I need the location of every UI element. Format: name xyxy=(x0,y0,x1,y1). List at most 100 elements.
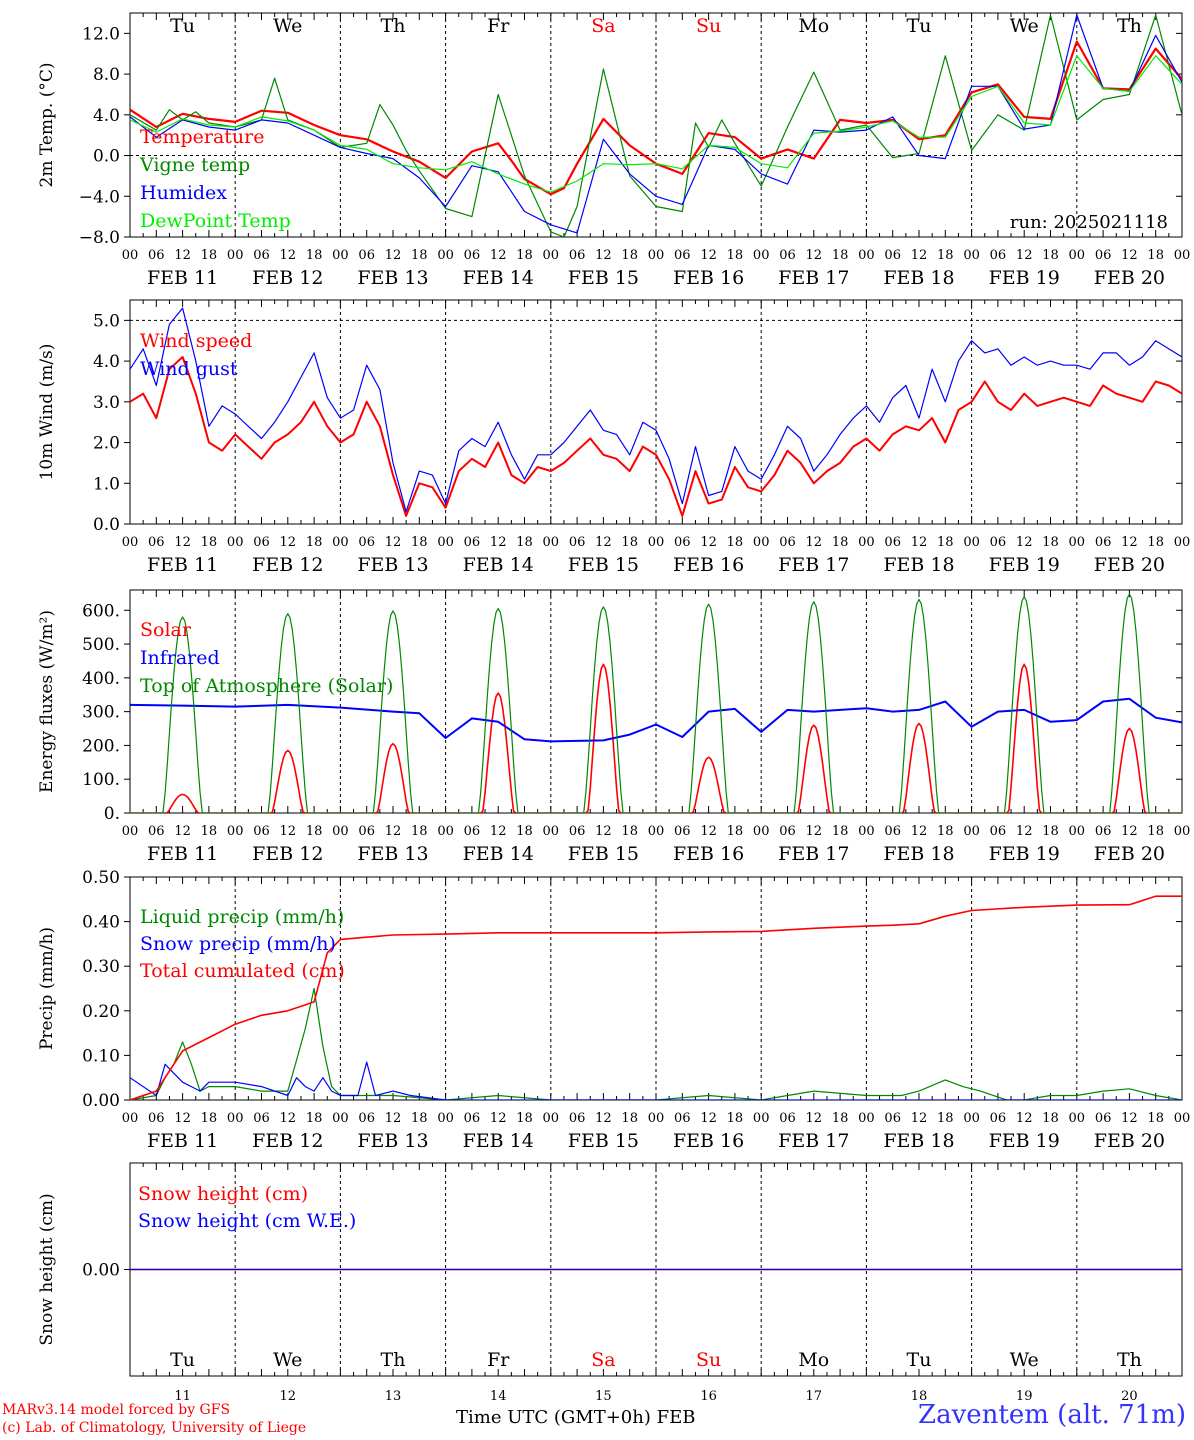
weekday-label: Sa xyxy=(591,15,615,37)
hour-label: 00 xyxy=(753,535,770,550)
date-label: FEB 13 xyxy=(357,554,428,576)
y-tick-label: 0.10 xyxy=(82,1046,120,1066)
y-tick-label: 8.0 xyxy=(93,65,120,85)
hour-label: 00 xyxy=(437,824,454,839)
hour-label: 06 xyxy=(990,248,1007,263)
date-label: FEB 17 xyxy=(778,554,849,576)
y-tick-label: 100. xyxy=(82,770,120,790)
day-number-label: 14 xyxy=(490,1389,507,1404)
hour-label: 12 xyxy=(911,824,928,839)
date-label: FEB 20 xyxy=(1094,267,1165,289)
hour-label: 00 xyxy=(1069,248,1086,263)
y-axis-label: 2m Temp. (°C) xyxy=(37,62,57,187)
hour-label: 12 xyxy=(911,535,928,550)
hour-label: 00 xyxy=(332,535,349,550)
date-label: FEB 15 xyxy=(568,1130,639,1152)
hour-label: 00 xyxy=(963,1111,980,1126)
hour-label: 12 xyxy=(385,248,402,263)
y-tick-label: 0.00 xyxy=(82,1091,120,1111)
hour-label: 12 xyxy=(911,1111,928,1126)
y-tick-label: −8.0 xyxy=(79,228,120,248)
hour-label: 06 xyxy=(779,824,796,839)
y-tick-label: 12.0 xyxy=(82,24,120,44)
date-label: FEB 14 xyxy=(463,1130,534,1152)
hour-label: 00 xyxy=(753,824,770,839)
hour-label: 00 xyxy=(332,1111,349,1126)
date-label: FEB 19 xyxy=(989,554,1060,576)
hour-label: 00 xyxy=(122,535,139,550)
hour-label: 18 xyxy=(621,535,638,550)
hour-label: 12 xyxy=(280,248,297,263)
hour-label: 18 xyxy=(411,824,428,839)
hour-label: 06 xyxy=(779,535,796,550)
hour-label: 18 xyxy=(201,824,218,839)
day-number-label: 19 xyxy=(1016,1389,1033,1404)
y-tick-label: 600. xyxy=(82,601,120,621)
hour-label: 00 xyxy=(1174,824,1191,839)
station-title: Zaventem (alt. 71m) xyxy=(918,1400,1186,1430)
hour-label: 18 xyxy=(306,824,323,839)
legend-entry: Humidex xyxy=(140,182,227,204)
series-line-red xyxy=(130,40,1182,196)
weekday-label: Fr xyxy=(487,1349,510,1371)
legend-entry: Infrared xyxy=(140,647,220,669)
hour-label: 18 xyxy=(937,535,954,550)
hour-label: 18 xyxy=(1147,1111,1164,1126)
panel-1: 12.0 8.0 4.0 0.0 −4.0 −8.0 2m Temp. (°C) Tu We Th… xyxy=(37,12,1191,289)
y-axis-label: 10m Wind (m/s) xyxy=(37,344,57,481)
hour-label: 12 xyxy=(911,248,928,263)
hour-label: 18 xyxy=(201,248,218,263)
panel-frame xyxy=(129,589,1183,814)
date-label: FEB 15 xyxy=(568,554,639,576)
hour-label: 06 xyxy=(148,535,165,550)
hour-label: 18 xyxy=(306,535,323,550)
hour-label: 18 xyxy=(621,248,638,263)
weekday-label: Mo xyxy=(798,15,829,37)
date-label: FEB 16 xyxy=(673,554,744,576)
hour-label: 06 xyxy=(674,248,691,263)
hour-label: 06 xyxy=(884,824,901,839)
y-tick-label: 200. xyxy=(82,736,120,756)
date-label: FEB 16 xyxy=(673,267,744,289)
y-tick-label: 300. xyxy=(82,703,120,723)
model-credit: MARv3.14 model forced by GFS xyxy=(2,1402,231,1418)
hour-label: 00 xyxy=(753,248,770,263)
hour-label: 12 xyxy=(174,535,191,550)
panel-5: 0.00 Snow height (cm) Tu 11 We 12 Th 13 Fr 14 Sa 15… xyxy=(37,1162,1183,1404)
y-tick-label: 0.0 xyxy=(93,147,120,167)
date-label: FEB 11 xyxy=(147,267,218,289)
hour-label: 06 xyxy=(990,1111,1007,1126)
hour-label: 06 xyxy=(674,535,691,550)
hour-label: 00 xyxy=(963,535,980,550)
day-number-label: 20 xyxy=(1121,1389,1138,1404)
weekday-label: Th xyxy=(1117,1349,1142,1371)
hour-label: 06 xyxy=(253,1111,270,1126)
hour-label: 06 xyxy=(148,248,165,263)
hour-label: 00 xyxy=(122,824,139,839)
weekday-label: We xyxy=(273,1349,302,1371)
legend-entry: Top of Atmosphere (Solar) xyxy=(140,675,393,697)
day-number-label: 18 xyxy=(911,1389,928,1404)
hour-label: 00 xyxy=(332,824,349,839)
legend-entry: Vigne temp xyxy=(139,154,250,176)
hour-label: 00 xyxy=(332,248,349,263)
hour-label: 00 xyxy=(648,248,665,263)
day-number-label: 12 xyxy=(280,1389,297,1404)
hour-label: 12 xyxy=(806,824,823,839)
weekday-label: Su xyxy=(696,15,721,37)
series-line-blue xyxy=(130,1061,1182,1100)
hour-label: 00 xyxy=(227,248,244,263)
hour-label: 18 xyxy=(516,535,533,550)
date-label: FEB 12 xyxy=(252,267,323,289)
legend-entry: Total cumulated (cm) xyxy=(140,960,345,982)
hour-label: 06 xyxy=(464,248,481,263)
hour-label: 18 xyxy=(727,248,744,263)
hour-label: 18 xyxy=(411,1111,428,1126)
hour-label: 18 xyxy=(832,824,849,839)
hour-label: 00 xyxy=(1174,248,1191,263)
weekday-label: Tu xyxy=(170,1349,195,1371)
day-number-label: 11 xyxy=(174,1389,191,1404)
hour-label: 06 xyxy=(1095,1111,1112,1126)
hour-label: 00 xyxy=(543,248,560,263)
hour-label: 18 xyxy=(621,824,638,839)
